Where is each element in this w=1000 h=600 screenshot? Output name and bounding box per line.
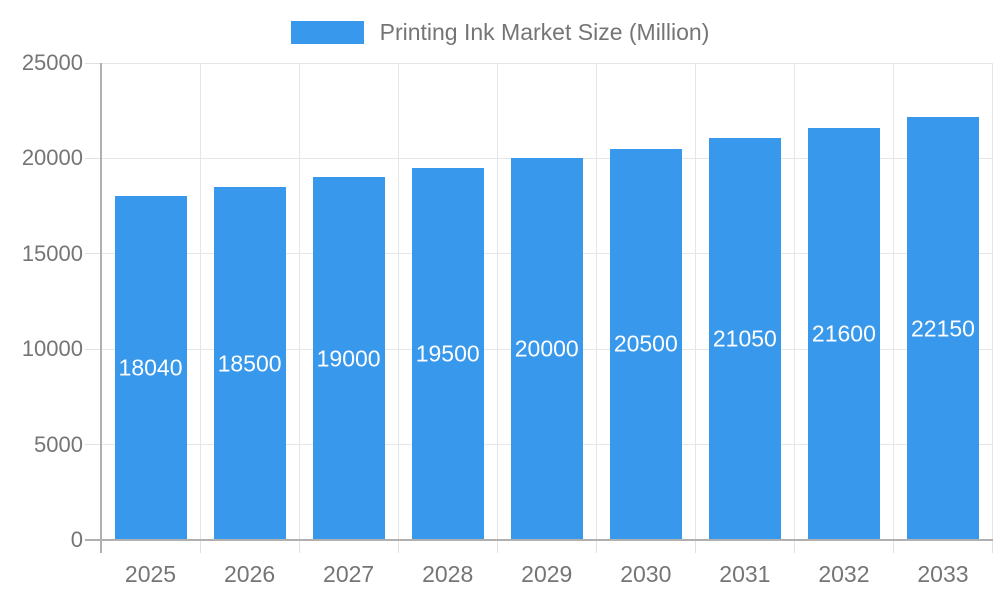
y-axis-label: 15000 (21, 240, 83, 266)
x-tick-mark (694, 540, 696, 553)
x-tick-mark (199, 540, 201, 553)
x-axis-label: 2030 (620, 561, 672, 587)
y-tick-mark (85, 253, 101, 255)
x-gridline (892, 63, 894, 540)
bar-value-label: 21050 (712, 325, 777, 352)
x-axis-label: 2025 (124, 561, 177, 587)
x-axis-label: 2027 (323, 561, 375, 587)
y-tick-mark (85, 348, 101, 350)
bar-2027[interactable] (312, 177, 385, 540)
x-axis-label: 2031 (719, 561, 771, 587)
bar-2030[interactable] (609, 148, 682, 540)
x-gridline (694, 63, 696, 540)
y-tick-mark (85, 444, 101, 446)
x-axis-label: 2026 (223, 561, 276, 587)
bar-value-label: 22150 (910, 315, 975, 342)
chart-legend[interactable]: Printing Ink Market Size (Million) (0, 19, 1000, 45)
bar-2031[interactable] (708, 138, 781, 540)
x-gridline (199, 63, 201, 540)
x-axis-label: 2029 (521, 561, 573, 587)
bar-value-label: 18040 (118, 354, 183, 381)
x-tick-mark (397, 540, 399, 553)
y-axis-label: 25000 (21, 50, 83, 75)
x-tick-mark (595, 540, 597, 553)
x-gridline (298, 63, 300, 540)
bar-2025[interactable] (114, 195, 187, 540)
x-gridline (397, 63, 399, 540)
y-tick-mark (85, 62, 101, 64)
bar-value-label: 21600 (811, 320, 876, 347)
x-axis-line (85, 539, 993, 541)
x-gridline (496, 63, 498, 540)
x-tick-mark (496, 540, 498, 553)
x-gridline (793, 63, 795, 540)
bar-2032[interactable] (807, 127, 880, 540)
bar-value-label: 18500 (217, 350, 282, 376)
y-axis-label: 0 (70, 527, 83, 552)
bar-2029[interactable] (510, 158, 583, 540)
bar-2028[interactable] (411, 167, 484, 540)
x-tick-mark (992, 540, 993, 553)
x-tick-mark (892, 540, 894, 553)
bar-value-label: 19500 (415, 340, 480, 367)
y-axis-label: 20000 (21, 145, 83, 171)
x-tick-mark (298, 540, 300, 553)
bar-value-label: 20500 (613, 330, 678, 357)
bar-2026[interactable] (213, 187, 286, 540)
legend-series-label: Printing Ink Market Size (Million) (379, 19, 710, 45)
x-axis-label: 2033 (917, 561, 969, 587)
y-tick-mark (85, 157, 101, 159)
bar-value-label: 20000 (514, 335, 579, 362)
y-axis-label: 10000 (21, 336, 83, 362)
legend-swatch (290, 20, 364, 44)
x-axis-label: 2028 (422, 561, 474, 587)
bar-value-label: 19000 (316, 345, 381, 372)
x-tick-mark (793, 540, 795, 553)
y-axis-line (100, 63, 102, 553)
x-gridline (992, 63, 993, 540)
y-axis-label: 5000 (34, 431, 83, 457)
x-gridline (595, 63, 597, 540)
bar-2033[interactable] (906, 117, 979, 540)
x-axis-label: 2032 (818, 561, 870, 587)
y-gridline (101, 62, 993, 64)
